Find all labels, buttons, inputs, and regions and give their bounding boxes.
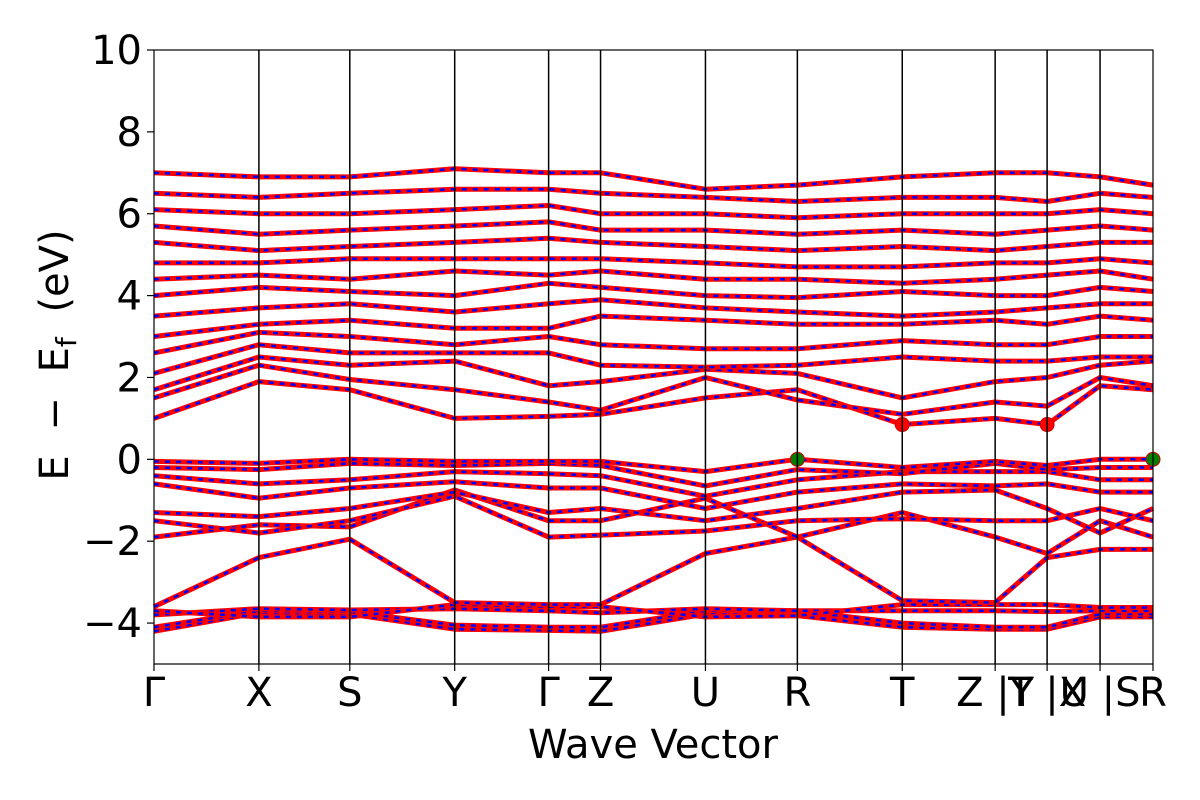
x-tick-label-8: T [889, 670, 915, 716]
y-axis-title: E − Ef (eV) [32, 229, 86, 480]
x-tick-label-3: Y [441, 670, 467, 716]
y-tick-label-1: −2 [83, 519, 142, 565]
y-tick-label-5: 6 [117, 192, 142, 238]
band-20-spin-up [153, 268, 1154, 286]
x-tick-label-11: U |S [1060, 670, 1141, 716]
x-axis-title: Wave Vector [528, 722, 779, 768]
x-tick-label-6: U [691, 670, 720, 716]
band-24-spin-up [153, 203, 1154, 221]
y-axis-title-unit: (eV) [32, 229, 78, 312]
y-axis-title-ef: E [32, 347, 78, 372]
y-axis-title-minus: − [32, 397, 78, 431]
y-axis-title-ef-sub: f [50, 336, 83, 347]
x-tick-label-1: X [245, 670, 272, 716]
plot-frame [153, 49, 1154, 665]
y-axis-ticks: −4 −2 0 2 4 6 8 10 [83, 28, 154, 647]
y-tick-label-6: 8 [117, 110, 142, 156]
band-4-spin-up [152, 534, 1153, 609]
x-tick-label-4: Γ [537, 670, 560, 716]
x-tick-label-12: R [1139, 670, 1167, 716]
x-tick-label-5: Z [587, 670, 614, 716]
band-18-spin-up [153, 297, 1153, 319]
y-tick-label-3: 2 [117, 355, 142, 401]
y-tick-label-0: −4 [83, 601, 142, 647]
x-tick-label-10: T |X [1007, 670, 1086, 716]
y-axis-title-e: E [32, 455, 78, 480]
y-tick-label-7: 10 [91, 28, 142, 74]
kpoint-lines [258, 50, 1101, 664]
y-tick-label-2: 0 [117, 437, 142, 483]
x-tick-label-0: Γ [143, 670, 166, 716]
x-tick-label-7: R [783, 670, 811, 716]
y-tick-label-4: 4 [117, 274, 142, 320]
bands-layer [152, 166, 1155, 634]
x-tick-label-9: Z |Y [956, 670, 1035, 716]
x-tick-label-2: S [337, 670, 362, 716]
